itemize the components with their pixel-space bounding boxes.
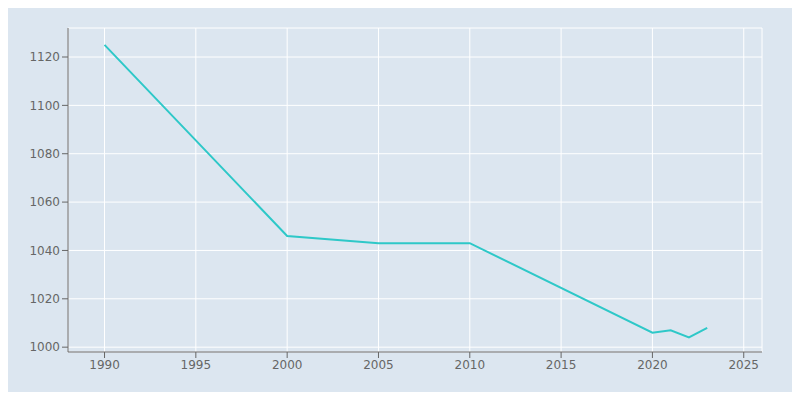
svg-text:2025: 2025 [728,358,759,372]
svg-text:1080: 1080 [29,147,60,161]
svg-text:1020: 1020 [29,292,60,306]
svg-text:1040: 1040 [29,244,60,258]
svg-text:1100: 1100 [29,99,60,113]
svg-text:2015: 2015 [546,358,577,372]
svg-text:2000: 2000 [272,358,303,372]
svg-text:1990: 1990 [89,358,120,372]
svg-text:2005: 2005 [363,358,394,372]
svg-text:1000: 1000 [29,340,60,354]
svg-text:2010: 2010 [455,358,486,372]
svg-text:1060: 1060 [29,195,60,209]
svg-text:1995: 1995 [181,358,212,372]
svg-text:2020: 2020 [637,358,668,372]
svg-text:1120: 1120 [29,50,60,64]
